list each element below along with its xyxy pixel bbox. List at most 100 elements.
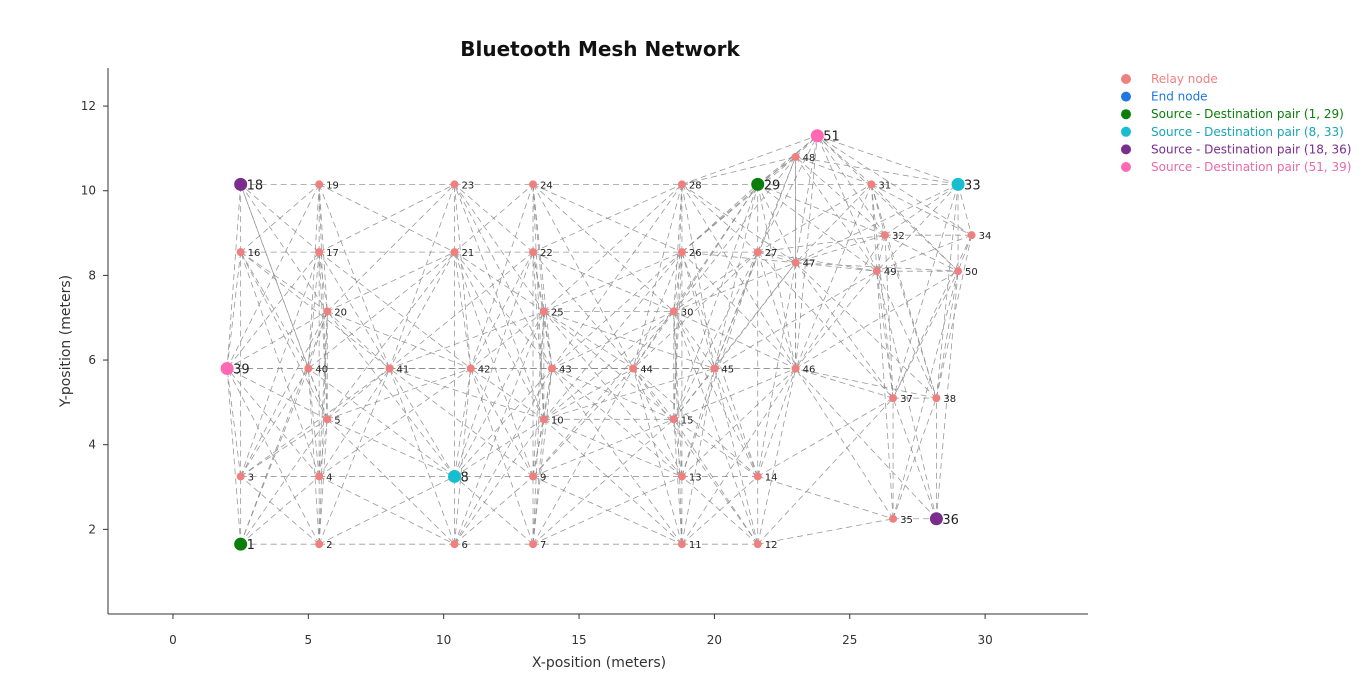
network-link — [681, 184, 796, 369]
relay-node — [529, 540, 538, 549]
network-link — [757, 397, 894, 545]
node-label: 2 — [326, 540, 332, 551]
node-label: 12 — [765, 540, 778, 551]
x-tick-label: 30 — [977, 633, 992, 647]
network-link — [673, 251, 759, 420]
legend-label: Source - Destination pair (8, 33) — [1151, 125, 1344, 139]
network-link — [673, 419, 683, 545]
network-link — [327, 311, 471, 369]
network-link — [389, 251, 455, 369]
network-link — [226, 184, 242, 369]
relay-node — [753, 540, 762, 549]
relay-node — [323, 307, 332, 316]
relay-node — [791, 258, 800, 267]
node-label: 41 — [397, 365, 410, 376]
network-link — [327, 419, 455, 545]
x-tick-label: 15 — [571, 633, 586, 647]
legend-marker — [1121, 162, 1131, 172]
y-tick-label: 10 — [81, 184, 96, 198]
network-link — [308, 251, 455, 369]
node-label: 6 — [462, 540, 468, 551]
node-label: 4 — [326, 472, 332, 483]
source-destination-node — [234, 177, 248, 191]
network-link — [876, 184, 959, 272]
network-link — [226, 251, 320, 369]
network-link — [817, 135, 959, 272]
node-label: 40 — [315, 365, 328, 376]
network-link — [681, 184, 758, 253]
network-link — [532, 368, 634, 477]
legend-marker — [1121, 126, 1131, 137]
network-link — [876, 271, 937, 519]
node-label: 7 — [540, 540, 546, 551]
network-link — [532, 311, 545, 545]
network-link — [226, 368, 320, 477]
node-label: 35 — [900, 515, 913, 526]
network-link — [714, 156, 796, 369]
network-link — [757, 184, 878, 272]
network-link — [318, 184, 328, 420]
network-link — [240, 251, 328, 312]
relay-node — [880, 231, 889, 240]
relay-node — [677, 540, 686, 549]
relay-node — [791, 364, 800, 373]
network-link — [454, 184, 553, 369]
y-axis-ticks: 2 4 6 8 10 12 — [81, 99, 108, 536]
relay-node — [450, 540, 459, 549]
node-label: 8 — [461, 470, 469, 485]
node-label: 19 — [326, 180, 339, 191]
network-link — [240, 419, 328, 545]
network-link — [240, 311, 328, 545]
network-link — [318, 368, 390, 477]
network-link — [327, 311, 390, 369]
relay-node — [753, 472, 762, 481]
relay-node — [315, 180, 324, 189]
network-link — [681, 135, 818, 185]
network-link — [673, 311, 715, 369]
network-link — [551, 368, 683, 477]
network-link — [318, 311, 328, 477]
network-link — [326, 184, 455, 312]
network-link — [318, 184, 328, 312]
legend-marker — [1121, 144, 1131, 155]
network-link — [876, 271, 894, 399]
source-destination-node — [448, 469, 462, 483]
network-link — [632, 368, 675, 420]
network-link — [795, 234, 886, 264]
relay-node — [315, 540, 324, 549]
network-link — [389, 184, 455, 369]
network-link — [551, 368, 674, 420]
network-link — [318, 368, 390, 545]
source-destination-node — [810, 129, 824, 143]
network-link — [795, 156, 959, 185]
network-link — [757, 251, 796, 264]
relay-node — [867, 180, 876, 189]
network-link — [795, 368, 894, 399]
network-link — [543, 251, 683, 420]
relay-node — [710, 364, 719, 373]
x-axis-ticks: 0 5 10 15 20 25 30 — [169, 614, 993, 647]
network-link — [871, 184, 894, 399]
network-link — [318, 311, 328, 545]
x-tick-label: 10 — [436, 633, 451, 647]
legend-label: Source - Destination pair (1, 29) — [1151, 107, 1344, 121]
network-link — [326, 311, 455, 477]
network-link — [795, 184, 959, 264]
network-link — [935, 271, 959, 519]
network-link — [681, 476, 758, 545]
network-link — [532, 184, 553, 369]
network-link — [532, 252, 545, 420]
network-link — [795, 156, 872, 185]
network-link — [532, 184, 545, 420]
node-label: 34 — [979, 231, 992, 242]
relay-node — [236, 472, 245, 481]
network-link — [673, 252, 683, 420]
network-link — [240, 476, 320, 545]
network-link — [454, 368, 472, 477]
network-link — [795, 262, 894, 399]
network-link — [543, 419, 683, 545]
network-link — [543, 418, 683, 477]
network-link — [454, 311, 545, 477]
node-label: 26 — [689, 248, 702, 259]
